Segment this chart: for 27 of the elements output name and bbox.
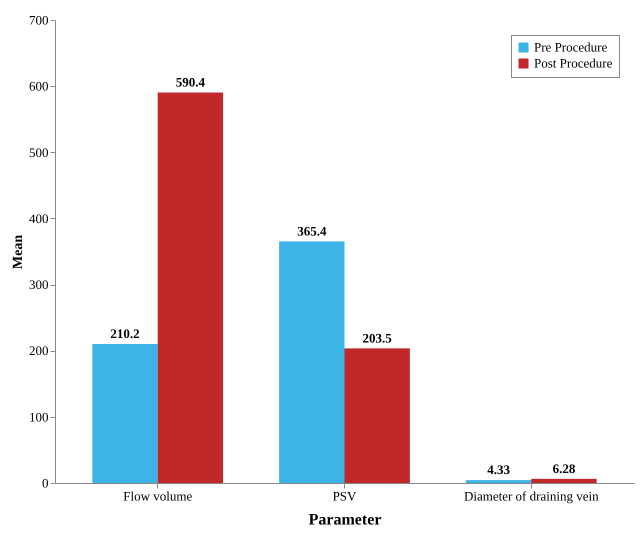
data-label: 365.4 [297,223,327,238]
y-tick-label: 600 [29,78,48,94]
bar [466,480,532,483]
y-tick-label: 500 [29,144,48,160]
x-tick-label: Diameter of draining vein [464,488,600,504]
y-tick-label: 700 [29,12,48,28]
y-tick-label: 200 [29,343,48,358]
x-axis-title: Parameter [308,512,382,528]
data-label: 203.5 [362,330,392,346]
legend-label: Post Procedure [534,56,613,70]
bar [92,344,158,483]
y-tick-label: 400 [29,210,48,226]
x-tick-label: PSV [332,488,358,504]
bar [344,348,410,483]
y-tick-label: 300 [29,277,48,292]
y-tick-label: 100 [29,409,48,424]
bar [531,478,597,483]
y-tick-label: 0 [42,476,48,490]
data-label: 210.2 [110,326,140,341]
data-label: 6.28 [552,460,576,476]
data-label: 4.33 [487,462,510,478]
x-tick-label: Flow volume [123,488,192,504]
legend-label: Pre Procedure [534,40,608,54]
y-axis-title: Mean [11,234,26,270]
data-label: 590.4 [176,74,206,90]
bar [158,92,224,483]
bar [279,241,344,483]
